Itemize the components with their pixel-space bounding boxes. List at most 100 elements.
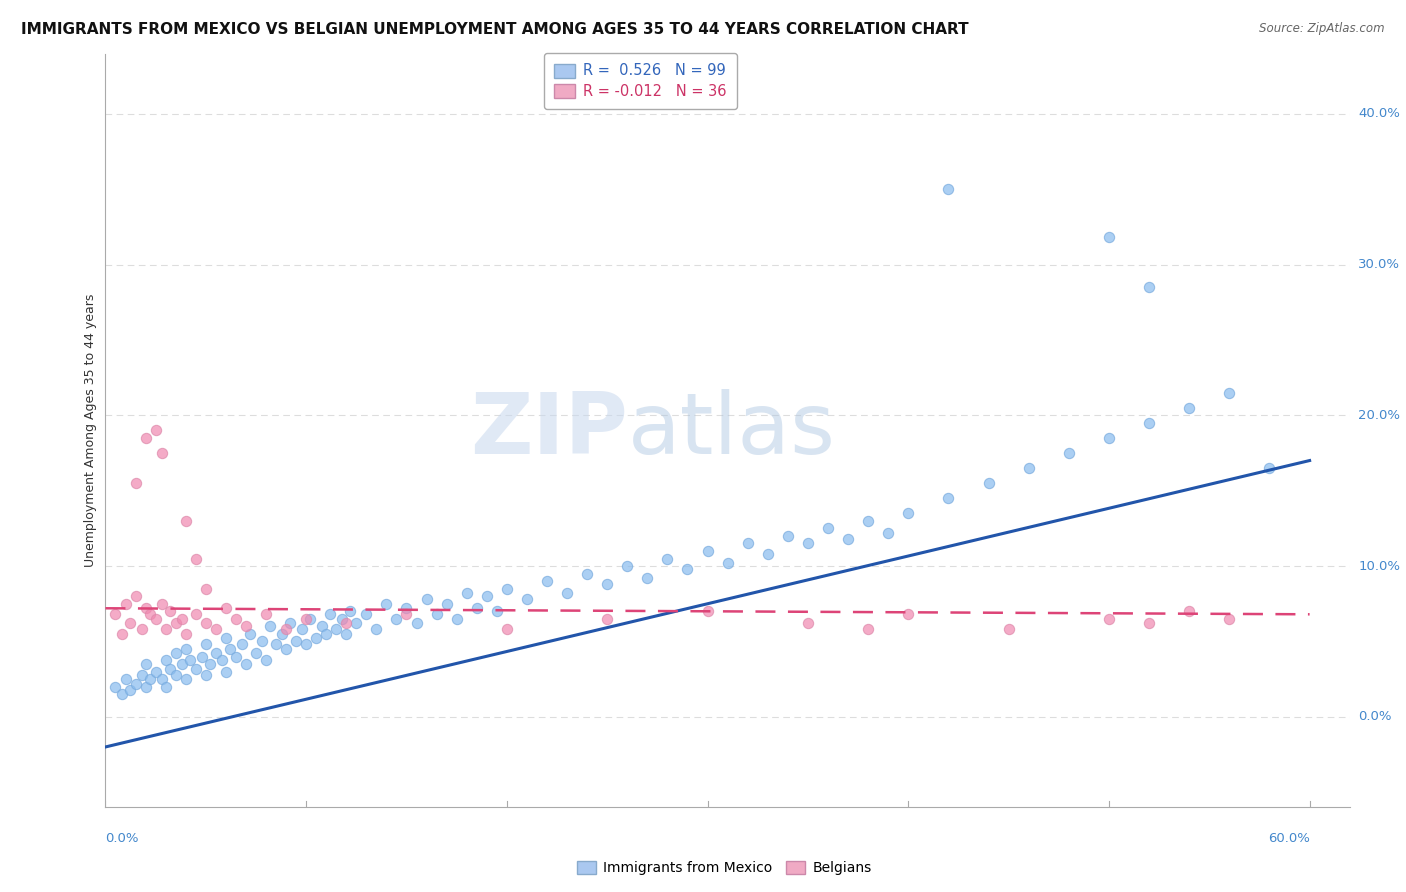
Point: [174, 627, 197, 641]
Point: [977, 476, 1000, 491]
Point: [426, 607, 449, 622]
Point: [184, 551, 207, 566]
Point: [1137, 616, 1160, 631]
Point: [676, 562, 699, 576]
Point: [138, 672, 160, 686]
Point: [135, 657, 157, 671]
Point: [179, 652, 201, 666]
Point: [305, 632, 328, 646]
Point: [235, 657, 257, 671]
Point: [194, 616, 217, 631]
Point: [1218, 612, 1240, 626]
Point: [837, 532, 859, 546]
Point: [135, 601, 157, 615]
Point: [285, 634, 308, 648]
Point: [596, 612, 619, 626]
Point: [938, 491, 960, 506]
Point: [215, 601, 238, 615]
Point: [254, 607, 277, 622]
Text: 10.0%: 10.0%: [1358, 559, 1400, 573]
Point: [877, 525, 900, 540]
Point: [155, 623, 177, 637]
Point: [235, 619, 257, 633]
Point: [1218, 385, 1240, 400]
Point: [315, 627, 337, 641]
Point: [696, 604, 718, 618]
Point: [198, 657, 221, 671]
Point: [205, 623, 228, 637]
Point: [657, 551, 679, 566]
Point: [231, 637, 253, 651]
Point: [215, 665, 238, 679]
Point: [1098, 612, 1121, 626]
Point: [165, 667, 187, 681]
Point: [194, 667, 217, 681]
Point: [225, 649, 247, 664]
Point: [797, 536, 820, 550]
Point: [250, 634, 273, 648]
Text: atlas: atlas: [628, 389, 837, 472]
Point: [225, 612, 247, 626]
Point: [737, 536, 759, 550]
Point: [1137, 280, 1160, 294]
Point: [295, 612, 318, 626]
Point: [616, 559, 638, 574]
Text: 30.0%: 30.0%: [1358, 258, 1400, 271]
Point: [184, 662, 207, 676]
Point: [856, 514, 879, 528]
Point: [516, 592, 538, 607]
Point: [576, 566, 599, 581]
Point: [330, 612, 353, 626]
Point: [194, 582, 217, 596]
Point: [138, 607, 160, 622]
Point: [131, 667, 153, 681]
Point: [150, 672, 173, 686]
Point: [465, 601, 488, 615]
Point: [259, 619, 281, 633]
Point: [475, 589, 498, 603]
Text: ZIP: ZIP: [471, 389, 628, 472]
Point: [110, 687, 132, 701]
Point: [170, 657, 193, 671]
Point: [436, 597, 458, 611]
Point: [1098, 230, 1121, 244]
Point: [344, 616, 367, 631]
Point: [415, 592, 437, 607]
Point: [159, 662, 181, 676]
Point: [456, 586, 478, 600]
Point: [756, 547, 779, 561]
Point: [1137, 416, 1160, 430]
Point: [1258, 461, 1281, 475]
Point: [170, 612, 193, 626]
Point: [245, 647, 267, 661]
Point: [385, 612, 408, 626]
Point: [118, 616, 141, 631]
Point: [1178, 401, 1201, 415]
Point: [938, 182, 960, 196]
Text: 60.0%: 60.0%: [1268, 832, 1309, 846]
Point: [150, 446, 173, 460]
Text: 0.0%: 0.0%: [1358, 710, 1392, 723]
Text: 0.0%: 0.0%: [105, 832, 139, 846]
Point: [356, 607, 378, 622]
Point: [395, 607, 418, 622]
Point: [339, 604, 361, 618]
Point: [194, 637, 217, 651]
Point: [596, 577, 619, 591]
Point: [299, 612, 322, 626]
Point: [145, 612, 167, 626]
Point: [395, 601, 418, 615]
Text: IMMIGRANTS FROM MEXICO VS BELGIAN UNEMPLOYMENT AMONG AGES 35 TO 44 YEARS CORRELA: IMMIGRANTS FROM MEXICO VS BELGIAN UNEMPL…: [21, 22, 969, 37]
Point: [1018, 461, 1040, 475]
Point: [155, 652, 177, 666]
Point: [1098, 431, 1121, 445]
Point: [135, 431, 157, 445]
Point: [776, 529, 799, 543]
Point: [110, 627, 132, 641]
Point: [174, 514, 197, 528]
Point: [696, 544, 718, 558]
Point: [997, 623, 1019, 637]
Point: [1178, 604, 1201, 618]
Point: [335, 616, 357, 631]
Point: [118, 682, 141, 697]
